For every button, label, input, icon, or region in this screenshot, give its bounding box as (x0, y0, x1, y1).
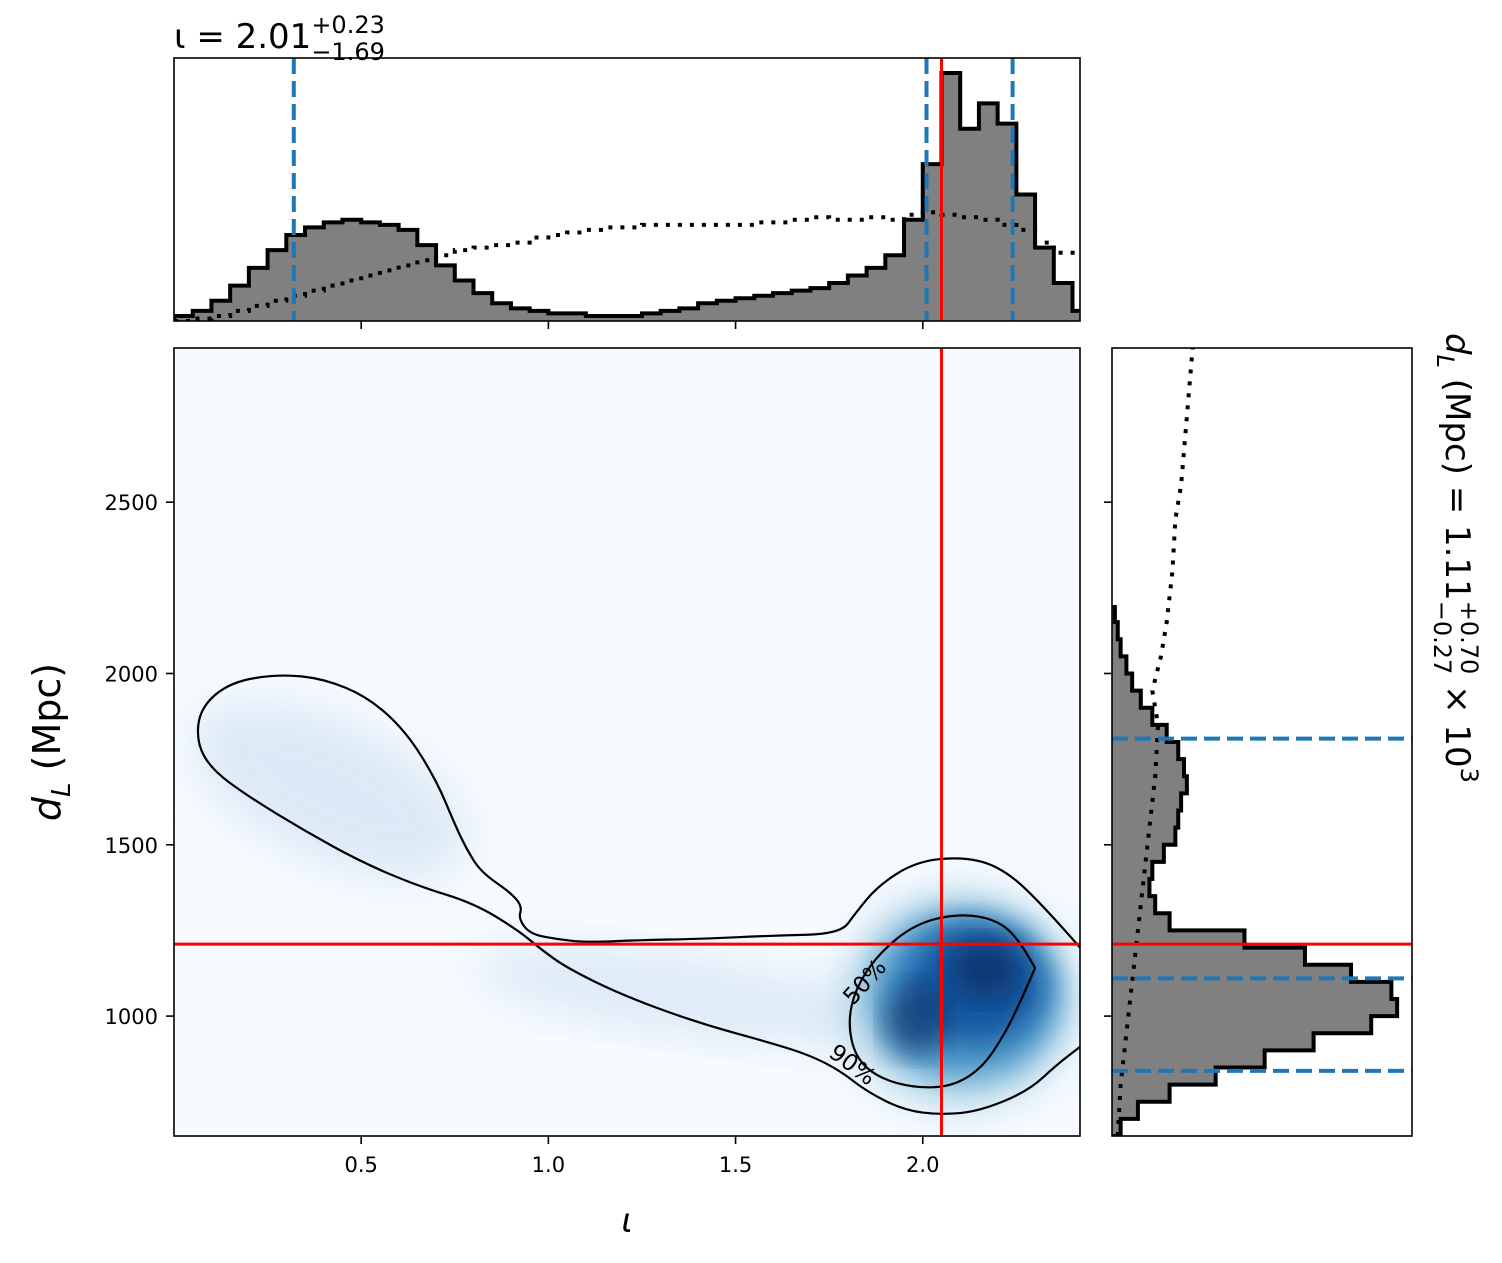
y-tick-label: 1000 (105, 1005, 158, 1029)
contour-90-percent (196, 674, 1080, 1115)
iota-marginal-x-ticks (360, 321, 924, 329)
y-axis-label: dL (Mpc) (25, 663, 77, 821)
x-tick-label: 2.0 (906, 1153, 939, 1177)
iota-posterior-histogram-fill (174, 73, 1080, 321)
x-axis-ticks: 0.5 1.0 1.5 2.0 (344, 1136, 939, 1177)
y-axis-ticks: 1000 1500 2000 2500 (105, 491, 174, 1029)
dl-marginal-y-ticks (1104, 501, 1112, 1017)
x-tick-label: 0.5 (344, 1153, 377, 1177)
dl-marginal-panel: dL (Mpc) = 1.11+0.70−0.27 × 103 (1104, 333, 1483, 1137)
x-axis-label: ι (621, 1201, 633, 1241)
density-heatmap (190, 700, 1075, 1105)
dl-summary-title: dL (Mpc) = 1.11+0.70−0.27 × 103 (1428, 333, 1483, 783)
contour-50-percent (848, 914, 1037, 1089)
x-tick-label: 1.0 (532, 1153, 565, 1177)
dl-posterior-histogram-outline (1112, 604, 1400, 1136)
x-tick-label: 1.5 (719, 1153, 752, 1177)
dl-prior-curve (1115, 348, 1195, 1136)
iota-marginal-panel: ι = 2.01+0.23 −1.69 (173, 11, 1081, 329)
dl-posterior-histogram-fill (1112, 604, 1398, 1136)
iota-summary-title: ι = 2.01+0.23 −1.69 (174, 11, 385, 66)
y-tick-label: 2500 (105, 491, 158, 515)
y-tick-label: 1500 (105, 834, 158, 858)
y-tick-label: 2000 (105, 662, 158, 686)
